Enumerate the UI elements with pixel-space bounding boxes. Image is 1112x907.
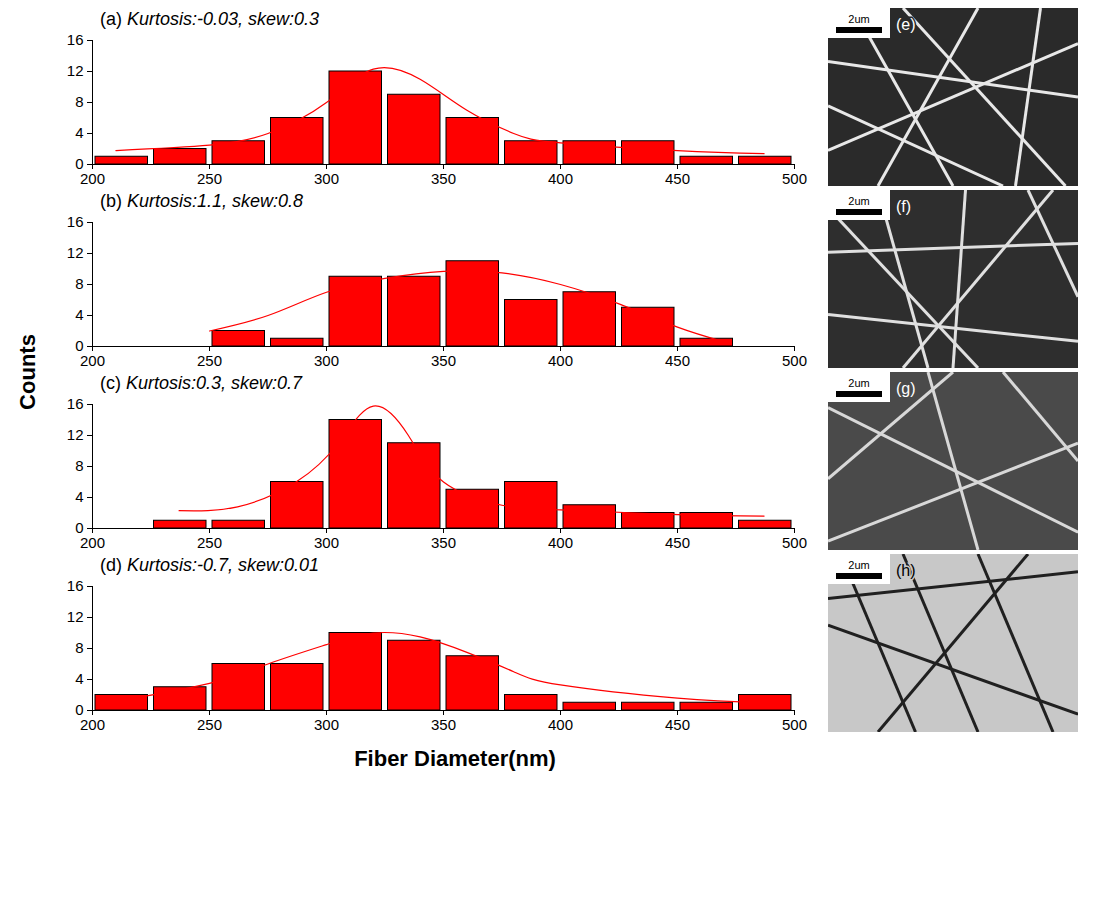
html-text:(c) Kurtosis:0.3, skew:0.7: (c) Kurtosis:0.3, skew:0.7 [100,373,303,393]
html-text:(b) Kurtosis:1.1, skew:0.8: (b) Kurtosis:1.1, skew:0.8 [100,191,304,211]
svg-text:200: 200 [80,352,105,369]
svg-text:16: 16 [67,31,84,48]
svg-text:4: 4 [75,488,83,505]
svg-text:(e): (e) [896,16,916,33]
html-text:Fiber Diameter(nm): Fiber Diameter(nm) [354,746,556,771]
svg-text:450: 450 [665,716,690,733]
svg-text:250: 250 [197,716,222,733]
svg-text:0: 0 [75,519,84,537]
svg-text:(f): (f) [896,198,911,215]
svg-text:250: 250 [197,534,222,551]
svg-text:16: 16 [67,577,84,594]
svg-text:0: 0 [75,701,84,719]
svg-text:8: 8 [75,457,83,474]
svg-text:450: 450 [665,534,690,551]
svg-text:0: 0 [75,155,84,173]
svg-text:(h): (h) [896,562,916,579]
svg-text:400: 400 [548,170,573,187]
svg-text:250: 250 [197,170,222,187]
svg-text:350: 350 [431,352,456,369]
svg-text:12: 12 [67,426,84,443]
svg-text:300: 300 [314,534,339,551]
svg-text:2um: 2um [848,195,869,207]
svg-text:16: 16 [67,395,84,412]
svg-text:8: 8 [75,639,83,656]
svg-text:12: 12 [67,608,84,625]
svg-text:350: 350 [431,534,456,551]
svg-text:12: 12 [67,62,84,79]
svg-text:400: 400 [548,534,573,551]
svg-text:2um: 2um [848,377,869,389]
svg-text:200: 200 [80,170,105,187]
svg-text:450: 450 [665,170,690,187]
svg-text:250: 250 [197,352,222,369]
svg-text:0: 0 [75,337,84,355]
svg-text:400: 400 [548,716,573,733]
svg-text:8: 8 [75,275,83,292]
svg-text:(g): (g) [896,380,916,397]
svg-text:2um: 2um [848,559,869,571]
svg-text:350: 350 [431,716,456,733]
svg-text:500: 500 [782,352,807,369]
svg-text:500: 500 [782,534,807,551]
html-text:(d) Kurtosis:-0.7, skew:0.01: (d) Kurtosis:-0.7, skew:0.01 [100,555,320,575]
html-text:Counts: Counts [15,334,40,410]
svg-text:4: 4 [75,306,83,323]
svg-text:16: 16 [67,213,84,230]
svg-text:8: 8 [75,93,83,110]
svg-text:500: 500 [782,716,807,733]
svg-text:200: 200 [80,716,105,733]
svg-text:300: 300 [314,716,339,733]
html-text:(a) Kurtosis:-0.03, skew:0.3: (a) Kurtosis:-0.03, skew:0.3 [100,9,320,29]
svg-text:300: 300 [314,170,339,187]
svg-text:4: 4 [75,124,83,141]
svg-text:2um: 2um [848,13,869,25]
svg-text:12: 12 [67,244,84,261]
svg-text:300: 300 [314,352,339,369]
svg-text:350: 350 [431,170,456,187]
svg-text:450: 450 [665,352,690,369]
svg-text:200: 200 [80,534,105,551]
svg-text:400: 400 [548,352,573,369]
svg-text:4: 4 [75,670,83,687]
svg-text:500: 500 [782,170,807,187]
